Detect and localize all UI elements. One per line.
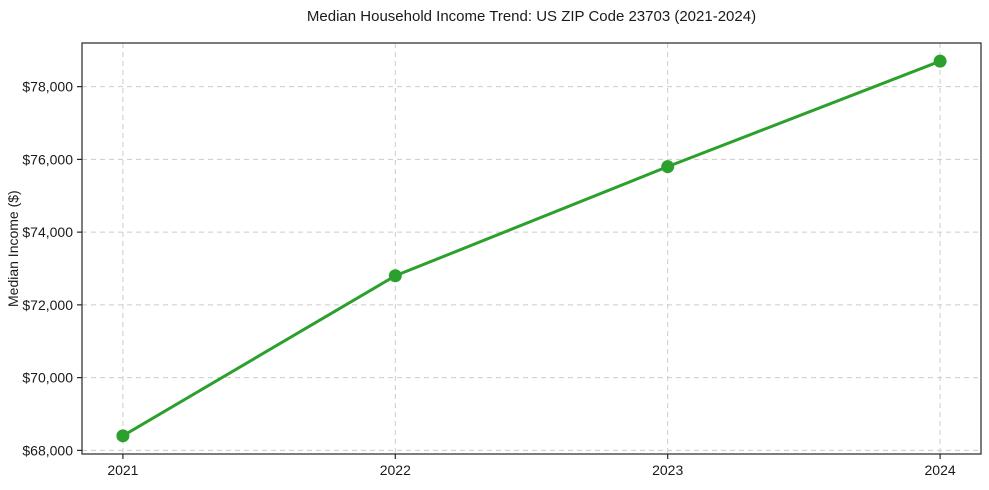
y-tick-label: $78,000 <box>22 79 73 95</box>
x-tick-label: 2024 <box>925 462 956 478</box>
y-tick-label: $70,000 <box>22 370 73 386</box>
plot-border <box>81 42 982 455</box>
x-tick-label: 2022 <box>380 462 411 478</box>
y-tick-label: $72,000 <box>22 297 73 313</box>
y-tick-label: $68,000 <box>22 442 73 458</box>
data-point-2023 <box>661 160 675 174</box>
y-tick-label: $76,000 <box>22 151 73 167</box>
x-tick-label: 2021 <box>107 462 138 478</box>
trend-line <box>121 59 942 438</box>
x-tick-label: 2023 <box>652 462 683 478</box>
data-point-2021 <box>116 429 130 443</box>
data-point-2024 <box>933 54 947 68</box>
data-point-2022 <box>388 269 402 283</box>
chart-title: Median Household Income Trend: US ZIP Co… <box>306 8 757 25</box>
y-tick-label: $74,000 <box>22 224 73 240</box>
